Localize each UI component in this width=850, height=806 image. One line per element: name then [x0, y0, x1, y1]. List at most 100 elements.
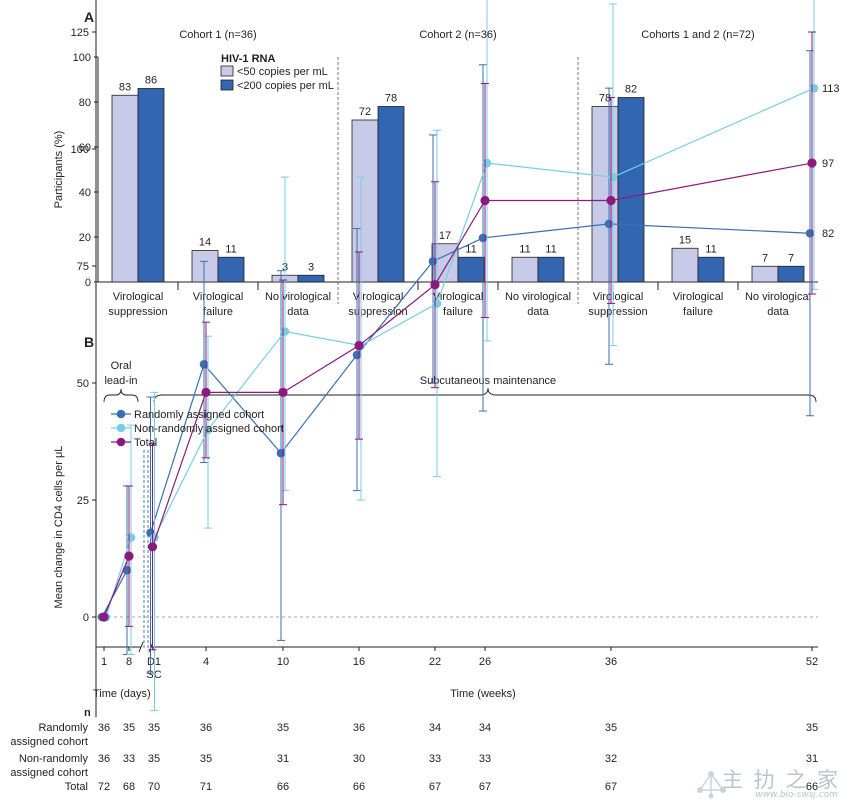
bar-lt200 — [377, 106, 405, 283]
data-point-nonrandom — [608, 172, 618, 182]
data-point-randomly — [805, 228, 815, 238]
n-cell: 36 — [353, 722, 365, 734]
x-tick-label: 4 — [203, 656, 209, 668]
category-label: Virological — [113, 291, 164, 303]
legend-entry: Non-randomly assigned cohort — [134, 423, 284, 435]
n-row-label: Total — [65, 781, 88, 793]
data-point-randomly — [352, 350, 362, 360]
n-cell: 35 — [277, 722, 289, 734]
category-label: suppression — [348, 306, 407, 318]
n-table: n Randomly assigned cohort 36 35 35 36 35 36 34 34… — [10, 707, 818, 793]
n-cell: 35 — [806, 722, 818, 734]
n-cell: 32 — [605, 753, 617, 765]
n-cell: 36 — [98, 753, 110, 765]
legend-entry: <200 copies per mL — [237, 80, 334, 92]
bar-value-label: 11 — [519, 243, 530, 255]
panel-label-b: B — [84, 334, 94, 350]
series-line-nonrandom — [153, 87, 815, 538]
bar-value-label: 11 — [545, 243, 556, 255]
phase-label-sc: Subcutaneous maintenance — [420, 375, 556, 387]
category-label: failure — [203, 306, 233, 318]
molecule-logo-icon — [697, 771, 726, 799]
data-point-nonrandom — [280, 327, 290, 336]
bar-value-label: 11 — [225, 243, 236, 255]
n-cell: 30 — [353, 753, 365, 765]
series-line-nonrandom — [105, 537, 132, 618]
y-tick-label: 20 — [79, 232, 91, 244]
legend-marker-total — [116, 437, 126, 447]
data-point-total — [124, 551, 134, 561]
bar-value-label: 7 — [762, 252, 768, 264]
data-point-nonrandom — [482, 158, 492, 168]
n-row-label: Non-randomly — [19, 753, 89, 765]
n-cell: 35 — [123, 722, 135, 734]
bar-lt50 — [111, 94, 139, 283]
bar-lt50 — [751, 265, 779, 283]
category-label: data — [287, 306, 309, 318]
bar-lt50 — [351, 119, 379, 283]
category-label: data — [767, 306, 789, 318]
y-tick-label: 100 — [71, 144, 89, 156]
bar-lt200 — [617, 97, 645, 283]
bar-value-label: 17 — [439, 230, 451, 242]
x-tick-label: 36 — [605, 656, 617, 668]
bar-value-label: 86 — [145, 75, 157, 87]
x-axis-label-days: Time (days) — [93, 688, 151, 700]
series-line-total — [103, 555, 130, 618]
n-cell: 66 — [277, 781, 289, 793]
y-tick-label: 75 — [77, 261, 89, 273]
panel-b-line-chart: B Oral lead-in Subcutaneous maintenance 0 25 5… — [53, 0, 840, 718]
data-point-total — [606, 195, 616, 206]
n-cell: 33 — [479, 753, 491, 765]
n-cell: 35 — [605, 722, 617, 734]
data-point-total — [278, 387, 288, 397]
x-tick-label: 22 — [429, 656, 441, 668]
phase-label-oral: lead-in — [104, 375, 137, 387]
y-tick-label: 25 — [77, 495, 89, 507]
y-tick-label: 100 — [73, 52, 91, 64]
n-cell: 35 — [148, 722, 160, 734]
bar-lt200 — [537, 256, 565, 283]
category-label: failure — [683, 306, 713, 318]
y-axis-label: Participants (%) — [53, 131, 65, 209]
n-cell: 67 — [605, 781, 617, 793]
series-line-total — [151, 162, 813, 547]
data-point-randomly — [199, 359, 209, 369]
data-point-nonrandom — [126, 533, 136, 542]
brace-sc — [153, 387, 817, 403]
data-point-total — [807, 158, 817, 168]
legend-entry: <50 copies per mL — [237, 66, 328, 78]
n-cell: 33 — [123, 753, 135, 765]
x-tick-label: 1 — [101, 656, 107, 668]
n-row-label: assigned cohort — [10, 767, 88, 779]
legend-entry: Randomly assigned cohort — [134, 409, 264, 421]
n-cell: 31 — [277, 753, 289, 765]
bar-lt50 — [511, 256, 539, 283]
legend-entry: Total — [134, 437, 157, 449]
n-cell: 66 — [353, 781, 365, 793]
legend-title: HIV-1 RNA — [221, 53, 275, 65]
n-cell: 67 — [479, 781, 491, 793]
bar-value-label: 15 — [679, 234, 691, 246]
n-table-header: n — [84, 707, 91, 719]
y-tick-label: 0 — [85, 277, 91, 289]
bar-lt50 — [591, 106, 619, 283]
category-label: suppression — [108, 306, 167, 318]
n-cell: 36 — [98, 722, 110, 734]
data-point-nonrandom — [432, 299, 442, 308]
category-label: No virological — [265, 291, 331, 303]
data-point-total — [430, 280, 440, 290]
n-cell: 72 — [98, 781, 110, 793]
bar-value-label: 78 — [385, 93, 397, 105]
y-tick-label: 50 — [77, 378, 89, 390]
panel-label-a: A — [84, 9, 94, 25]
bar-value-label: 11 — [465, 243, 476, 255]
group-title: Cohort 2 (n=36) — [419, 29, 496, 41]
bar-value-label: 3 — [308, 261, 314, 273]
x-tick-label: 16 — [353, 656, 365, 668]
legend-marker-nonrandom — [116, 423, 126, 433]
brace-oral — [103, 388, 139, 403]
data-point-total — [99, 612, 109, 622]
bar-lt200 — [457, 256, 485, 283]
axis-break-mark — [138, 641, 144, 653]
